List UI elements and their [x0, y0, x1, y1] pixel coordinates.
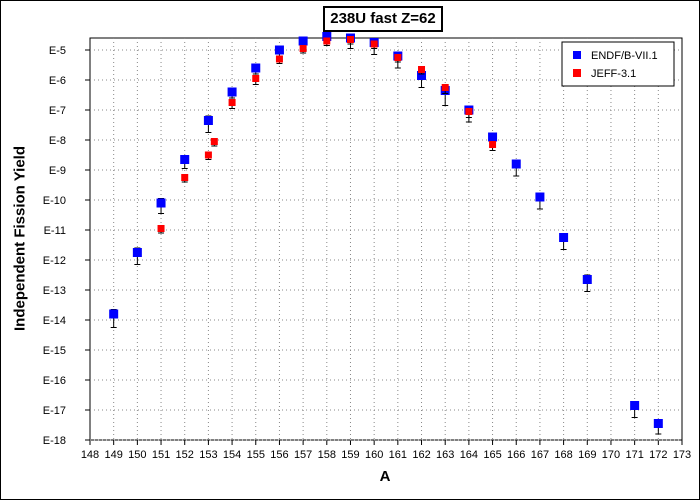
data-point — [109, 309, 119, 319]
x-tick-label: 156 — [270, 449, 288, 461]
data-point — [489, 141, 497, 148]
data-point — [275, 55, 283, 63]
x-axis-label: A — [379, 468, 391, 485]
data-point — [370, 40, 378, 48]
x-tick-label: 162 — [412, 449, 430, 461]
data-point — [204, 151, 212, 159]
x-tick-label: 166 — [507, 449, 525, 461]
legend-marker — [573, 69, 581, 77]
data-point — [394, 54, 402, 61]
data-point — [559, 233, 569, 242]
data-point — [157, 225, 165, 232]
x-tick-label: 170 — [602, 449, 620, 461]
y-tick-label: E-10 — [43, 195, 66, 207]
data-point — [630, 401, 640, 410]
legend — [561, 41, 675, 87]
plot-area — [89, 37, 683, 441]
x-tick-label: 150 — [128, 449, 146, 461]
x-tick-label: 159 — [341, 449, 359, 461]
data-point — [228, 99, 236, 106]
data-point — [418, 66, 426, 73]
y-tick-label: E-12 — [43, 255, 66, 267]
x-tick-label: 169 — [578, 449, 596, 461]
x-tick-label: 173 — [673, 449, 691, 461]
y-axis-label: Independent Fission Yield — [11, 145, 29, 332]
x-tick-label: 160 — [365, 449, 383, 461]
y-tick-label: E-13 — [43, 285, 66, 297]
x-tick-label: 151 — [152, 449, 170, 461]
data-point — [251, 63, 261, 73]
data-point — [323, 37, 331, 45]
y-tick-label: E-6 — [49, 75, 66, 87]
data-point — [511, 159, 521, 169]
x-tick-label: 172 — [649, 449, 667, 461]
data-point — [156, 198, 166, 208]
data-point — [346, 36, 354, 43]
x-tick-label: 157 — [294, 449, 312, 461]
y-tick-label: E-11 — [44, 225, 66, 237]
data-point — [210, 138, 218, 145]
legend-marker — [573, 51, 581, 59]
y-tick-label: E-8 — [49, 135, 66, 147]
data-point — [465, 108, 473, 115]
y-tick-label: E-18 — [43, 435, 66, 447]
y-tick-label: E-17 — [43, 405, 66, 417]
x-tick-label: 171 — [625, 449, 643, 461]
x-tick-label: 148 — [81, 449, 99, 461]
x-tick-label: 161 — [389, 449, 407, 461]
data-point — [441, 84, 449, 91]
data-point — [653, 419, 663, 428]
chart-title: 238U fast Z=62 — [323, 6, 443, 32]
x-tick-label: 149 — [105, 449, 123, 461]
data-point — [298, 36, 308, 46]
data-point — [180, 155, 190, 164]
data-point — [417, 71, 427, 80]
y-tick-label: E-16 — [43, 375, 66, 387]
y-tick-label: E-7 — [49, 105, 66, 117]
y-tick-label: E-15 — [43, 345, 66, 357]
legend-label: ENDF/B-VII.1 — [591, 50, 658, 62]
data-point — [582, 275, 592, 284]
x-tick-label: 154 — [223, 449, 241, 461]
data-point — [299, 45, 307, 52]
x-tick-label: 168 — [554, 449, 572, 461]
data-point — [488, 132, 498, 142]
data-point — [132, 248, 142, 257]
y-tick-label: E-14 — [43, 315, 66, 327]
data-point — [274, 45, 284, 55]
y-tick-label: E-5 — [49, 45, 66, 57]
x-tick-label: 167 — [531, 449, 549, 461]
data-point — [227, 87, 237, 97]
x-tick-label: 164 — [460, 449, 478, 461]
legend-label: JEFF-3.1 — [591, 68, 636, 80]
data-point — [535, 192, 545, 202]
x-tick-label: 165 — [483, 449, 501, 461]
y-tick-label: E-9 — [49, 165, 66, 177]
data-point — [252, 75, 260, 82]
data-point — [322, 32, 332, 41]
x-tick-label: 153 — [199, 449, 217, 461]
x-tick-label: 152 — [176, 449, 194, 461]
data-point — [181, 174, 189, 181]
x-tick-label: 155 — [247, 449, 265, 461]
x-tick-label: 163 — [436, 449, 454, 461]
x-tick-label: 158 — [318, 449, 336, 461]
data-point — [203, 116, 213, 125]
